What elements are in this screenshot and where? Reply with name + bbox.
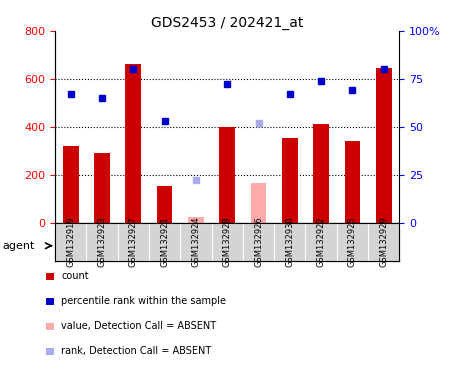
Text: percentile rank within the sample: percentile rank within the sample	[61, 296, 226, 306]
Bar	[274, 230, 399, 261]
Text: GSM132930: GSM132930	[285, 217, 294, 267]
Bar	[149, 223, 180, 261]
Text: count: count	[61, 271, 89, 281]
Text: AM580: AM580	[320, 241, 353, 251]
Bar	[243, 230, 274, 261]
Text: GSM132927: GSM132927	[129, 217, 138, 267]
Text: GSM132929: GSM132929	[379, 217, 388, 267]
Text: GSM132925: GSM132925	[348, 217, 357, 267]
Text: rank, Detection Call = ABSENT: rank, Detection Call = ABSENT	[61, 346, 211, 356]
Bar	[63, 146, 78, 223]
Text: rosiglitazone
and AGN193109: rosiglitazone and AGN193109	[227, 236, 290, 255]
Bar	[345, 141, 360, 223]
Text: agent: agent	[2, 241, 35, 251]
Bar	[368, 223, 399, 261]
Text: GSM132923: GSM132923	[97, 217, 106, 267]
Bar	[180, 223, 212, 261]
Bar	[125, 65, 141, 223]
Text: value, Detection Call = ABSENT: value, Detection Call = ABSENT	[61, 321, 216, 331]
Bar	[337, 223, 368, 261]
Text: GSM132928: GSM132928	[223, 217, 232, 267]
Bar	[157, 185, 173, 223]
Bar	[251, 183, 266, 223]
Text: rosiglitazone: rosiglitazone	[165, 241, 227, 251]
Title: GDS2453 / 202421_at: GDS2453 / 202421_at	[151, 16, 303, 30]
Bar	[86, 223, 118, 261]
Text: GSM132919: GSM132919	[66, 217, 75, 267]
Text: GSM132926: GSM132926	[254, 217, 263, 267]
Bar	[149, 230, 243, 261]
Bar	[188, 217, 204, 223]
Bar	[305, 223, 337, 261]
Text: control: control	[85, 241, 119, 251]
Bar	[313, 124, 329, 223]
Bar	[55, 223, 86, 261]
Bar	[282, 137, 297, 223]
Bar	[118, 223, 149, 261]
Bar	[243, 223, 274, 261]
Text: GSM132924: GSM132924	[191, 217, 201, 267]
Bar	[94, 153, 110, 223]
Text: GSM132921: GSM132921	[160, 217, 169, 267]
Bar	[376, 68, 392, 223]
Bar	[219, 127, 235, 223]
Bar	[212, 223, 243, 261]
Bar	[55, 230, 149, 261]
Text: GSM132922: GSM132922	[317, 217, 325, 267]
Bar	[274, 223, 305, 261]
